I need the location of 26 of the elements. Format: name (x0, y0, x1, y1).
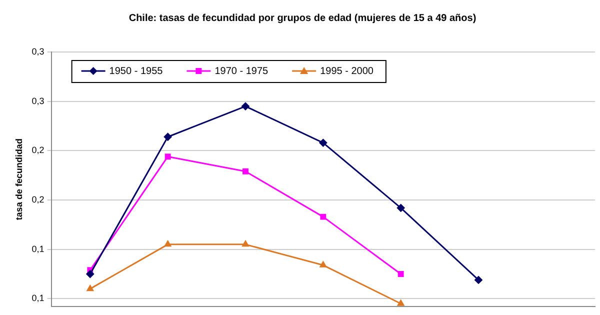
y-tick-label: 0,2 (32, 145, 44, 156)
point (164, 154, 171, 160)
y-tick-label: 0,1 (32, 244, 44, 254)
point (319, 138, 328, 147)
point (242, 168, 248, 174)
legend-label: 1950 - 1955 (109, 66, 164, 77)
point (241, 102, 250, 110)
legend-label: 1970 - 1975 (214, 66, 269, 77)
point (320, 214, 326, 220)
point (164, 132, 172, 141)
point (164, 240, 172, 247)
y-tick-label: 0,1 (32, 293, 44, 304)
point (474, 276, 482, 284)
y-tick-label: 0,3 (32, 46, 44, 56)
point (242, 240, 250, 247)
legend-label: 1995 - 2000 (320, 66, 374, 77)
y-axis-title: tasa de fecundidad (14, 138, 24, 220)
point (398, 271, 404, 278)
chart-title: Chile: tasas de fecundidad por grupos de edad (mujeres de 15 a 49 años) (128, 12, 476, 24)
y-tick-label: 0,2 (32, 194, 44, 205)
point (86, 270, 94, 278)
y-tick-label: 0,3 (32, 96, 44, 106)
point (320, 261, 327, 268)
point (396, 204, 405, 212)
point (397, 300, 404, 306)
point (86, 284, 94, 292)
